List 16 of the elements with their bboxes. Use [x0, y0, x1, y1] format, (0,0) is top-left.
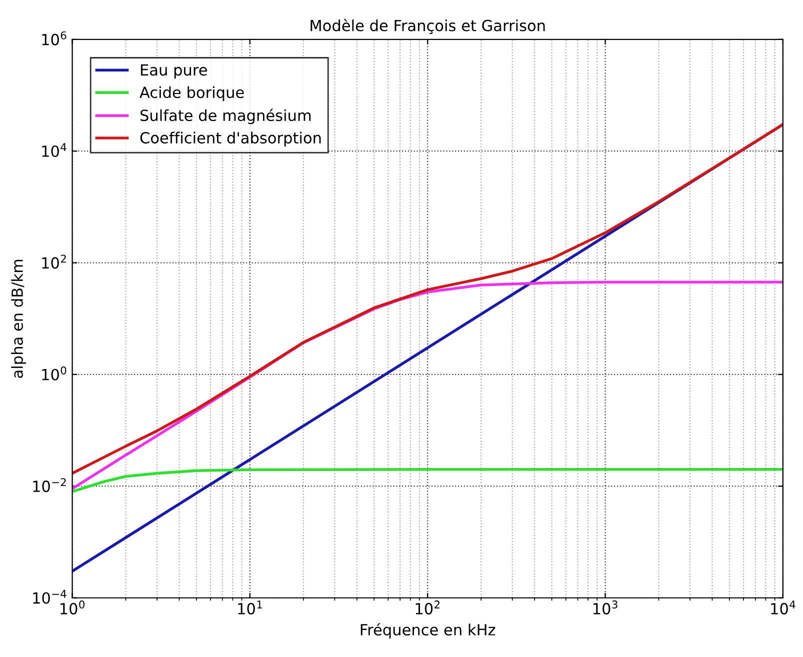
y-tick-label: 10$^{0}$: [42, 366, 66, 380]
y-tick-label: 10$^{−2}$: [33, 478, 66, 492]
legend-label: Coefficient d'absorption: [140, 132, 321, 147]
x-tick-label: 10$^{2}$: [416, 600, 440, 614]
legend-label: Acide borique: [140, 86, 244, 102]
y-axis-title: alpha en dB/km: [11, 260, 26, 378]
x-tick-label: 10$^{4}$: [771, 600, 796, 614]
legend-label: Eau pure: [140, 64, 207, 79]
x-tick-label: 10$^{3}$: [593, 600, 618, 614]
y-tick-label: 10$^{6}$: [42, 31, 66, 46]
x-axis-title: Fréquence en kHz: [360, 623, 496, 638]
chart-title: Modèle de François et Garrison: [310, 18, 545, 34]
legend-label: Sulfate de magnésium: [140, 108, 311, 124]
y-tick-label: 10$^{2}$: [42, 254, 66, 269]
y-tick-label: 10$^{4}$: [42, 143, 66, 158]
x-tick-label: 10$^{1}$: [238, 600, 262, 614]
